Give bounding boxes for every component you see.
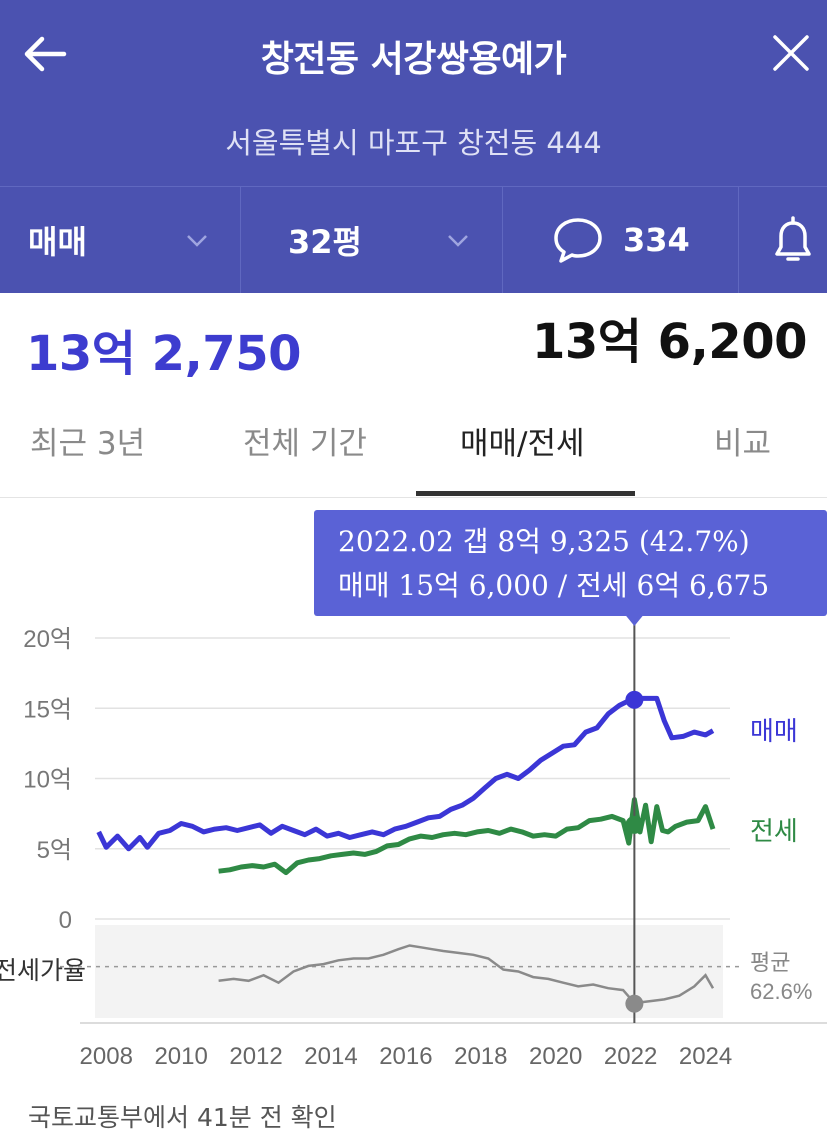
y-tick-label: 20억	[23, 626, 72, 653]
bell-icon	[775, 216, 811, 261]
ratio-title: 전세가율	[0, 957, 86, 985]
active-tab-indicator	[416, 491, 635, 496]
sale-price-current: 13억 2,750	[26, 326, 302, 382]
comment-count: 334	[623, 221, 690, 259]
x-tick-label: 2024	[679, 1043, 732, 1070]
ratio-panel-background	[95, 925, 723, 1018]
tooltip-price-line: 매매 15억 6,000 / 전세 6억 6,675	[338, 569, 770, 602]
sale-series-label: 매매	[750, 716, 798, 746]
chevron-down-icon	[448, 235, 468, 247]
comments-button[interactable]: 334	[503, 187, 738, 293]
chevron-down-icon	[187, 235, 207, 247]
trade-type-value: 매매	[28, 223, 87, 261]
tooltip-gap-line: 2022.02 갭 8억 9,325 (42.7%)	[338, 525, 750, 558]
x-tick-label: 2016	[379, 1043, 432, 1070]
highlight-jeonse-point	[625, 815, 644, 834]
y-tick-label: 0	[59, 907, 72, 934]
size-select[interactable]: 32평	[241, 187, 502, 293]
chart-tooltip: 2022.02 갭 8억 9,325 (42.7%) 매매 15억 6,000 …	[314, 510, 827, 616]
x-tick-label: 2012	[229, 1043, 282, 1070]
price-chart[interactable]: 20억 15억 10억 5억 0 2008 2010 2012 2014 2016 2018 2020…	[0, 500, 827, 1090]
app-header: 창전동 서강쌍용예가 서울특별시 마포구 창전동 444	[0, 0, 827, 186]
tab-sale-jeonse[interactable]: 매매/전세	[460, 426, 585, 462]
sale-price-highlight: 13억 6,200	[532, 314, 808, 370]
address-text: 서울특별시 마포구 창전동 444	[225, 126, 602, 160]
arrow-left-icon	[24, 36, 67, 72]
trade-type-select[interactable]: 매매	[0, 187, 240, 293]
sale-price-line	[96, 695, 715, 852]
page-title: 창전동 서강쌍용예가	[260, 39, 567, 80]
close-button[interactable]	[766, 28, 816, 78]
data-source-note: 국토교통부에서 41분 전 확인	[28, 1103, 337, 1132]
selector-bar: 매매 32평 334	[0, 186, 827, 293]
price-chart-area[interactable]: 20억 15억 10억 5억 0 2008 2010 2012 2014 2016 2018 2020…	[0, 500, 827, 1090]
highlight-ratio-point	[625, 994, 644, 1013]
divider	[738, 187, 739, 293]
tab-all-period[interactable]: 전체 기간	[243, 426, 367, 462]
divider	[502, 187, 503, 293]
notification-button[interactable]	[739, 187, 827, 293]
divider	[240, 187, 241, 293]
close-icon	[773, 35, 809, 71]
back-button[interactable]	[20, 28, 72, 80]
x-tick-label: 2014	[304, 1043, 357, 1070]
y-tick-label: 5억	[37, 837, 72, 864]
x-tick-label: 2010	[154, 1043, 207, 1070]
x-tick-label: 2008	[80, 1043, 133, 1070]
y-tick-label: 15억	[23, 696, 72, 723]
x-tick-label: 2022	[604, 1043, 657, 1070]
highlight-sale-point	[625, 690, 644, 709]
x-tick-label: 2020	[529, 1043, 582, 1070]
tab-recent-3-years[interactable]: 최근 3년	[30, 426, 146, 462]
ratio-average-label: 평균	[750, 950, 790, 975]
y-tick-label: 10억	[23, 767, 72, 794]
tooltip-pointer	[625, 615, 644, 626]
ratio-average-value: 62.6%	[750, 979, 812, 1004]
period-tabs: 최근 3년 전체 기간 매매/전세 비교	[0, 398, 827, 498]
size-value: 32평	[288, 223, 362, 261]
x-tick-label: 2018	[454, 1043, 507, 1070]
jeonse-price-line	[218, 797, 716, 876]
tab-compare[interactable]: 비교	[714, 426, 772, 462]
jeonse-series-label: 전세	[750, 816, 798, 846]
chat-bubble-icon	[554, 218, 602, 263]
